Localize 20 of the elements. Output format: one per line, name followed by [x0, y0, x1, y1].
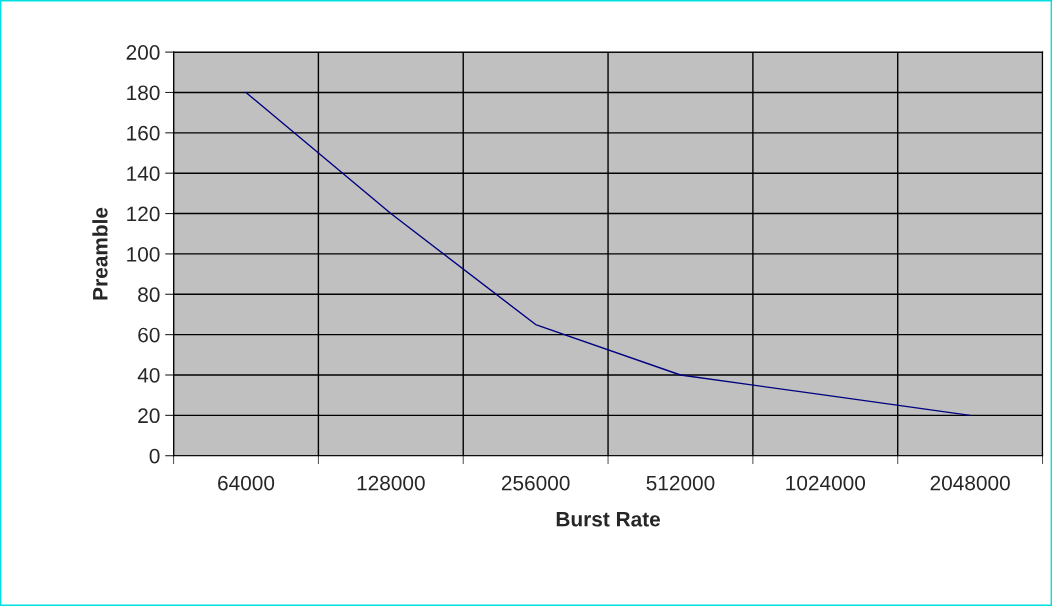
y-tick-label: 140	[127, 166, 160, 181]
y-tick-label: 160	[127, 125, 160, 141]
y-tick-label: 0	[149, 448, 160, 464]
x-tick-label: 128000	[357, 475, 425, 491]
x-tick-label: 64000	[218, 475, 275, 491]
y-tick-label: 20	[138, 408, 160, 424]
y-tick-label: 40	[137, 367, 160, 383]
x-tick-label: 2048000	[930, 475, 1010, 491]
y-tick-label: 100	[127, 246, 160, 262]
y-tick-label: 120	[127, 206, 160, 222]
x-axis-title: Burst Rate	[556, 512, 661, 527]
y-tick-label: 180	[127, 85, 160, 101]
y-tick-label: 80	[138, 287, 160, 303]
y-tick-label: 200	[126, 45, 160, 60]
x-tick-label: 256000	[501, 475, 570, 491]
x-tick-label: 1024000	[786, 475, 866, 491]
x-tick-label: 512000	[646, 475, 715, 491]
y-axis-title: Preamble	[92, 207, 108, 300]
y-tick-label: 60	[138, 327, 160, 343]
line-series	[245, 91, 971, 417]
